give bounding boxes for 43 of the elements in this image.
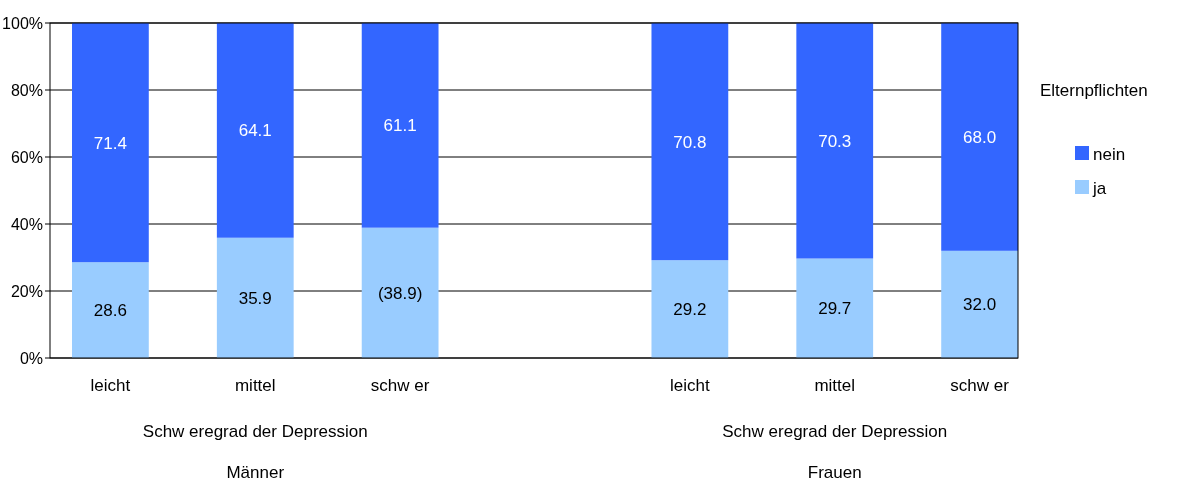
bar (72, 23, 149, 263)
bar (361, 23, 439, 228)
bar (216, 237, 294, 358)
data-label: 70.8 (673, 132, 707, 152)
legend-label: nein (1093, 145, 1126, 164)
bar (361, 227, 439, 358)
bar (796, 258, 874, 358)
text: Schw eregrad der Depression (722, 422, 948, 441)
x-tick-label: leicht (670, 376, 710, 395)
x-tick-label: mittel (234, 376, 276, 395)
y-tick-label: 40% (10, 216, 43, 233)
data-label: 70.3 (818, 131, 852, 151)
data-label: 35.9 (238, 288, 272, 308)
bar (941, 23, 1018, 251)
text: Frauen (807, 463, 862, 482)
y-tick-label: 60% (10, 149, 43, 166)
bar (796, 23, 874, 259)
data-label: 68.0 (963, 127, 997, 147)
x-tick-label: leicht (90, 376, 131, 395)
data-label: 61.1 (383, 116, 417, 136)
data-label: (38.9) (377, 283, 423, 303)
data-label: 28.6 (93, 301, 127, 321)
data-label: 32.0 (963, 295, 997, 315)
bar (651, 260, 729, 358)
bar (651, 23, 729, 261)
x-tick-label: mittel (814, 376, 856, 395)
text: Männer (226, 463, 285, 482)
x-tick-label: schw er (370, 376, 430, 395)
data-label: 29.7 (818, 299, 852, 319)
data-label: 71.4 (93, 133, 127, 153)
bar (941, 250, 1018, 358)
data-label: 29.2 (673, 300, 707, 320)
legend-label: ja (1092, 179, 1107, 198)
legend-title: Elternpflichten (1040, 81, 1148, 100)
data-label: 64.1 (238, 121, 272, 141)
y-tick-label: 80% (10, 82, 43, 99)
y-tick-label: 100% (2, 15, 43, 32)
y-tick-label: 20% (10, 283, 43, 300)
x-tick-label: schw er (950, 376, 1010, 395)
bar (216, 23, 294, 238)
bar (72, 262, 149, 358)
y-tick-label: 0% (19, 350, 43, 367)
x-axis-title: Schw eregrad der Depression (142, 422, 368, 441)
